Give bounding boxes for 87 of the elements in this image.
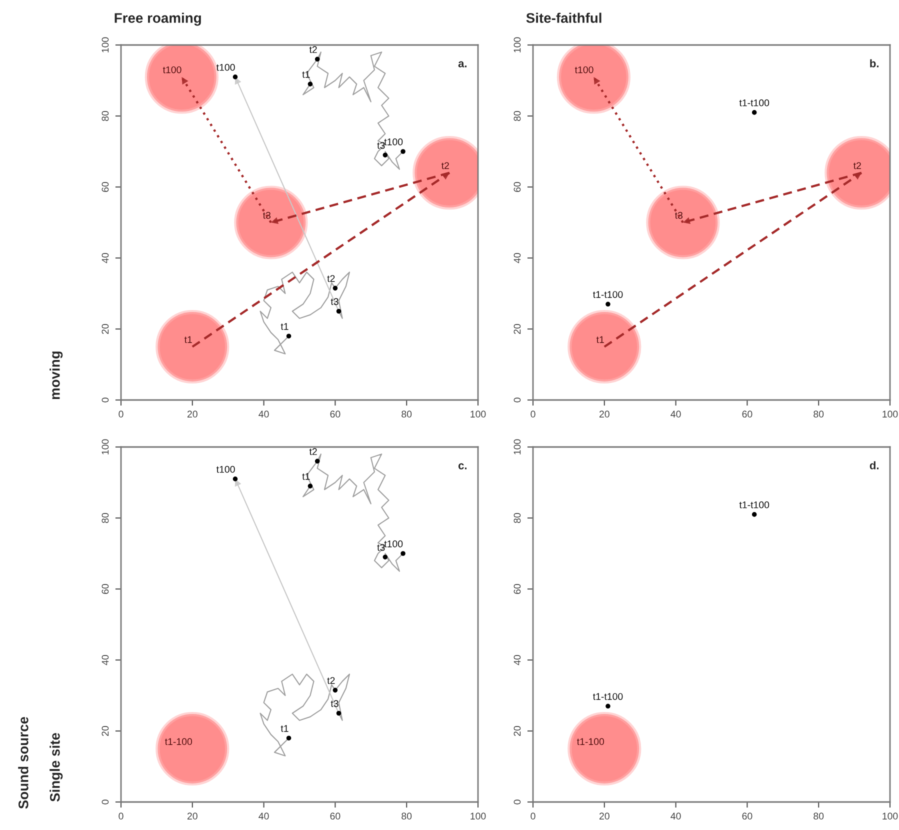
- x-tick-label: 40: [258, 410, 269, 418]
- y-tick-label: 0: [514, 398, 521, 402]
- y-tick-label: 80: [102, 512, 109, 523]
- x-tick-label: 60: [742, 410, 752, 418]
- chart-title: Site-faithful: [526, 12, 602, 23]
- y-tick-label: 60: [102, 584, 109, 594]
- data-label: t1: [596, 336, 604, 344]
- text: Sound source: [18, 716, 28, 809]
- x-tick-label: 20: [187, 812, 198, 820]
- y-tick-label: 100: [514, 439, 521, 454]
- data-label: t3: [377, 142, 385, 149]
- data-label: t3: [262, 212, 271, 219]
- y-tick-label: 60: [102, 182, 109, 192]
- y-axis-title: Single site: [50, 733, 63, 802]
- data-label: t1-100: [576, 738, 604, 746]
- annotation: a.: [458, 61, 467, 68]
- data-label: t2: [327, 677, 335, 684]
- data-label: t1: [280, 323, 288, 330]
- x-tick-label: 80: [402, 410, 412, 418]
- y-tick-label: 100: [102, 37, 109, 52]
- data-label: t2: [441, 162, 449, 170]
- x-tick-label: 0: [118, 812, 124, 820]
- chart-title: Free roaming: [114, 12, 201, 26]
- data-label: t1: [184, 336, 192, 344]
- x-tick-label: 100: [882, 410, 898, 418]
- x-tick-label: 80: [814, 812, 824, 820]
- y-tick-label: 100: [514, 37, 521, 52]
- y-tick-label: 0: [102, 398, 109, 402]
- y-tick-label: 0: [102, 800, 109, 804]
- x-tick-label: 80: [814, 410, 824, 418]
- y-tick-label: 20: [102, 324, 109, 334]
- y-tick-label: 40: [514, 654, 521, 666]
- x-tick-label: 20: [187, 410, 198, 418]
- x-tick-label: 0: [530, 812, 536, 820]
- x-tick-label: 0: [530, 410, 536, 418]
- y-tick-label: 100: [102, 439, 109, 454]
- annotation: c.: [458, 463, 467, 470]
- data-label: t1: [280, 725, 288, 732]
- x-tick-label: 20: [599, 410, 610, 418]
- data-label: t3: [377, 544, 385, 551]
- y-tick-label: 40: [514, 252, 521, 264]
- y-tick-label: 20: [514, 324, 521, 334]
- x-tick-label: 0: [118, 410, 124, 418]
- data-label: t100: [216, 466, 235, 473]
- x-tick-label: 100: [470, 812, 486, 820]
- x-tick-label: 60: [330, 812, 340, 820]
- data-label: t100: [574, 66, 594, 74]
- data-label: t1-t100: [592, 291, 623, 298]
- annotation: b.: [870, 59, 879, 68]
- data-label: t2: [853, 162, 861, 170]
- x-tick-label: 20: [599, 812, 610, 820]
- x-tick-label: 60: [330, 410, 340, 418]
- data-label: t1-t100: [739, 501, 770, 508]
- data-label: t1-t100: [592, 693, 623, 700]
- y-tick-label: 40: [102, 252, 109, 264]
- data-label: t100: [384, 540, 403, 548]
- x-tick-label: 80: [402, 812, 412, 820]
- data-label: t2: [309, 46, 317, 53]
- y-tick-label: 80: [514, 110, 521, 121]
- y-tick-label: 0: [514, 800, 521, 804]
- y-tick-label: 80: [102, 110, 109, 121]
- y-tick-label: 80: [514, 512, 521, 523]
- data-label: t3: [674, 212, 683, 219]
- data-label: t1-100: [164, 738, 192, 746]
- data-label: t2: [309, 448, 317, 455]
- x-tick-label: 100: [882, 812, 898, 820]
- x-tick-label: 100: [470, 410, 486, 418]
- x-tick-label: 60: [742, 812, 752, 820]
- y-tick-label: 60: [514, 182, 521, 192]
- data-label: t2: [327, 275, 335, 282]
- data-label: t100: [216, 64, 235, 71]
- y-tick-label: 40: [102, 654, 109, 666]
- data-label: t1: [302, 71, 310, 78]
- y-tick-label: 20: [102, 726, 109, 736]
- y-tick-label: 20: [514, 726, 521, 736]
- x-tick-label: 40: [258, 812, 269, 820]
- y-axis-title: moving: [50, 352, 63, 400]
- data-label: t100: [162, 66, 182, 74]
- x-tick-label: 40: [670, 812, 681, 820]
- annotation: d.: [870, 461, 879, 470]
- data-label: t100: [384, 138, 403, 146]
- y-tick-label: 60: [514, 584, 521, 594]
- data-label: t1: [302, 473, 310, 480]
- data-label: t3: [330, 700, 338, 708]
- x-tick-label: 40: [670, 410, 681, 418]
- data-label: t3: [330, 298, 338, 306]
- data-label: t1-t100: [739, 99, 770, 106]
